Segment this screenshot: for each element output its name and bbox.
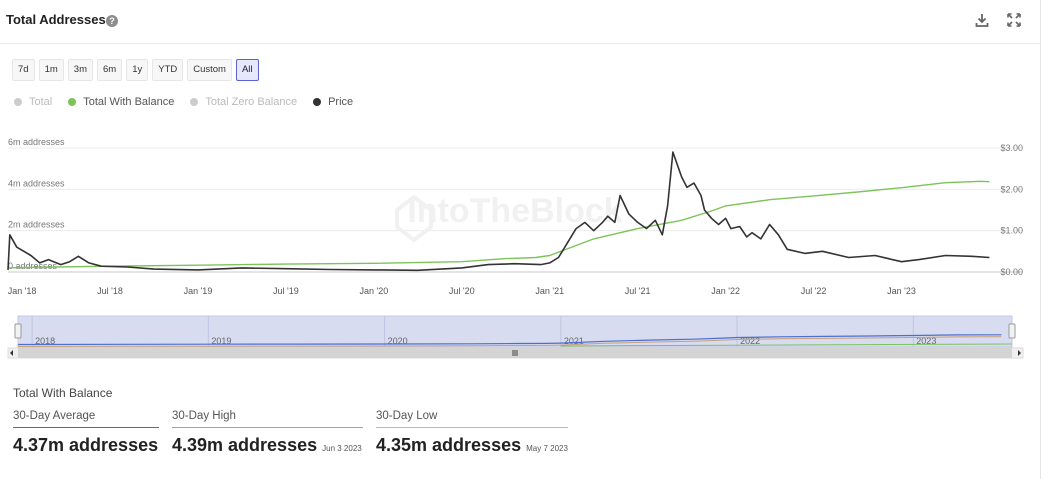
stats-title: Total With Balance bbox=[13, 386, 113, 400]
y-right-tick-label: $3.00 bbox=[1000, 143, 1023, 153]
stat-average-label: 30-Day Average bbox=[13, 410, 159, 428]
legend-label: Price bbox=[328, 96, 354, 108]
help-icon[interactable]: ? bbox=[106, 15, 118, 27]
x-tick-label: Jul '21 bbox=[625, 286, 651, 296]
legend-dot-icon bbox=[14, 98, 22, 106]
legend-label: Total Zero Balance bbox=[205, 96, 298, 108]
stats-panel: Total With Balance 30-Day Average 4.37m … bbox=[13, 386, 568, 455]
legend-dot-icon bbox=[313, 98, 322, 106]
navigator-window bbox=[17, 315, 1013, 348]
navigator-line-zero-balance bbox=[18, 336, 1002, 347]
x-tick-label: Jan '23 bbox=[887, 286, 916, 296]
x-tick-label: Jan '18 bbox=[8, 286, 37, 296]
range-button-1y[interactable]: 1y bbox=[126, 59, 149, 81]
range-button-1m[interactable]: 1m bbox=[38, 59, 64, 81]
navigator-year-label: 2019 bbox=[211, 336, 231, 346]
legend-item-total[interactable]: Total bbox=[14, 96, 52, 108]
range-button-all[interactable]: All bbox=[235, 59, 259, 81]
y-left-tick-label: 0 addresses bbox=[8, 261, 58, 271]
stat-low-label: 30-Day Low bbox=[376, 410, 568, 428]
range-button-7d[interactable]: 7d bbox=[12, 59, 35, 81]
stat-low: 30-Day Low 4.35m addresses May 7 2023 bbox=[376, 410, 568, 456]
stat-high-label: 30-Day High bbox=[172, 410, 363, 428]
navigator-year-label: 2020 bbox=[388, 336, 408, 346]
scrollbar-grip-icon bbox=[512, 350, 518, 356]
stat-low-value: 4.35m addresses bbox=[376, 435, 522, 455]
navigator-line-with-balance bbox=[560, 343, 1013, 347]
scroll-right-icon bbox=[1018, 350, 1021, 356]
y-right-tick-label: $0.00 bbox=[1000, 267, 1023, 277]
stat-high-date: Jun 3 2023 bbox=[322, 444, 362, 453]
x-tick-label: Jul '19 bbox=[273, 286, 299, 296]
legend-label: Total With Balance bbox=[83, 96, 175, 108]
series-line-total-with-balance bbox=[7, 180, 990, 269]
scroll-left-icon bbox=[10, 350, 13, 356]
y-left-tick-label: 4m addresses bbox=[8, 178, 65, 188]
navigator-handle bbox=[14, 323, 22, 339]
y-right-tick-label: $1.00 bbox=[1000, 226, 1023, 236]
legend-dot-icon bbox=[68, 98, 77, 106]
series-line-price bbox=[7, 151, 990, 272]
stat-average-value: 4.37m addresses bbox=[13, 435, 159, 455]
navigator-line-total bbox=[18, 334, 1002, 346]
navigator-handle bbox=[1008, 323, 1016, 339]
navigator-year-label: 2018 bbox=[35, 336, 55, 346]
navigator-year-label: 2023 bbox=[916, 336, 936, 346]
legend-item-total-with-balance[interactable]: Total With Balance bbox=[68, 96, 174, 108]
chart-legend: Total Total With Balance Total Zero Balanc… bbox=[14, 96, 369, 108]
line-chart: 0 addresses 2m addresses 4m addresses 6m ad… bbox=[7, 137, 1024, 359]
stat-average: 30-Day Average 4.37m addresses bbox=[13, 410, 159, 456]
range-button-ytd[interactable]: YTD bbox=[152, 59, 184, 81]
card-header: Total Addresses ? bbox=[0, 0, 1040, 44]
legend-item-price[interactable]: Price bbox=[313, 96, 353, 108]
y-left-tick-label: 2m addresses bbox=[8, 220, 65, 230]
stat-high: 30-Day High 4.39m addresses Jun 3 2023 bbox=[172, 410, 363, 456]
range-button-6m[interactable]: 6m bbox=[96, 59, 123, 81]
watermark: IntoTheBlock bbox=[407, 192, 622, 230]
range-selector: 7d 1m 3m 6m 1y YTD Custom All bbox=[12, 59, 259, 81]
legend-label: Total bbox=[29, 96, 53, 108]
x-tick-label: Jan '22 bbox=[711, 286, 740, 296]
range-button-custom[interactable]: Custom bbox=[187, 59, 232, 81]
x-tick-label: Jul '18 bbox=[97, 286, 123, 296]
download-icon[interactable] bbox=[974, 12, 990, 28]
navigator-year-label: 2022 bbox=[740, 336, 760, 346]
stat-low-date: May 7 2023 bbox=[526, 444, 568, 453]
watermark-logo-icon bbox=[395, 194, 433, 243]
x-tick-label: Jan '21 bbox=[535, 286, 564, 296]
legend-item-total-zero-balance[interactable]: Total Zero Balance bbox=[190, 96, 297, 108]
navigator-year-label: 2021 bbox=[564, 336, 584, 346]
legend-dot-icon bbox=[190, 98, 199, 106]
y-left-tick-label: 6m addresses bbox=[8, 137, 65, 147]
x-tick-label: Jan '19 bbox=[184, 286, 213, 296]
x-tick-label: Jan '20 bbox=[359, 286, 388, 296]
range-button-3m[interactable]: 3m bbox=[67, 59, 93, 81]
page-title: Total Addresses bbox=[6, 12, 106, 27]
stat-high-value: 4.39m addresses bbox=[172, 435, 318, 455]
y-right-tick-label: $2.00 bbox=[1000, 184, 1023, 194]
fullscreen-icon[interactable] bbox=[1006, 12, 1022, 28]
x-tick-label: Jul '20 bbox=[449, 286, 475, 296]
x-tick-label: Jul '22 bbox=[801, 286, 827, 296]
